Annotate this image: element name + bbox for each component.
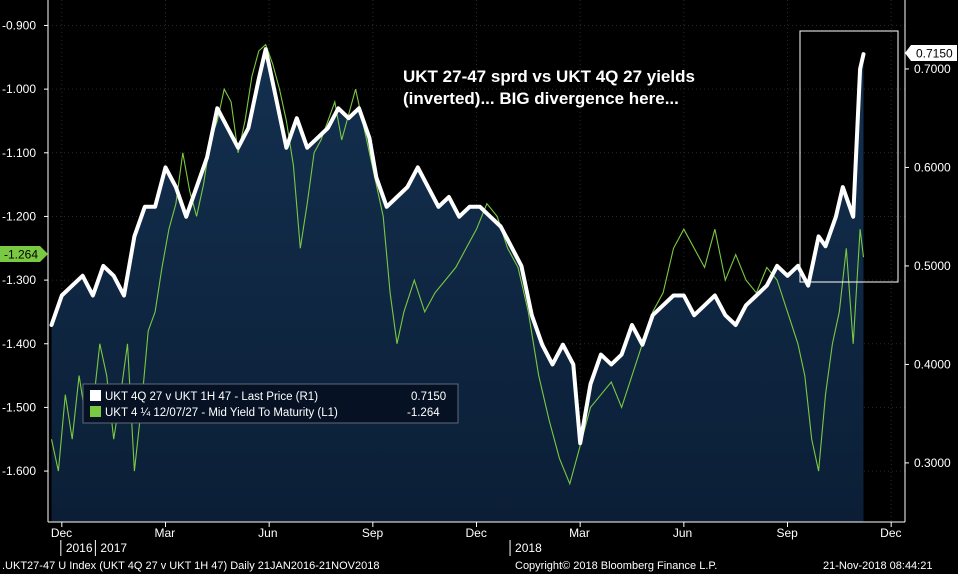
left-tick-label: -1.600: [2, 464, 36, 478]
right-tick-label: 0.4000: [914, 357, 951, 371]
right-tick-label: 0.5000: [914, 259, 951, 273]
right-axis-ticks: 0.7000 0.6000 0.5000 0.4000 0.3000: [905, 62, 951, 470]
annotation-line-2: (inverted)... BIG divergence here...: [403, 89, 679, 108]
divergence-highlight-box: [799, 30, 899, 283]
x-year-label: 2016: [66, 541, 93, 555]
left-last-value-label: -1.264: [4, 248, 38, 262]
legend-value-green: -1.264: [407, 407, 440, 419]
right-last-value-tag: 0.7150: [905, 45, 957, 61]
annotation-line-1: UKT 27-47 sprd vs UKT 4Q 27 yields: [403, 67, 695, 86]
right-tick-label: 0.7000: [914, 62, 951, 76]
legend: UKT 4Q 27 v UKT 1H 47 - Last Price (R1) …: [82, 383, 459, 424]
footer-security-info: .UKT27-47 U Index (UKT 4Q 27 v UKT 1H 47…: [2, 560, 379, 572]
x-month-label: Jun: [673, 526, 692, 540]
left-tick-label: -1.100: [2, 146, 36, 160]
x-month-label: Jun: [258, 526, 277, 540]
left-tick-label: -1.500: [2, 400, 36, 414]
left-tick-label: -1.400: [2, 337, 36, 351]
x-month-label: Mar: [569, 526, 590, 540]
left-last-value-tag: -1.264: [0, 246, 48, 262]
series-line-uk-4-27-yield: [50, 43, 865, 486]
right-last-value-label: 0.7150: [916, 47, 953, 61]
left-tick-label: -1.000: [2, 82, 36, 96]
legend-label-green: UKT 4 ¼ 12/07/27 - Mid Yield To Maturity…: [105, 407, 338, 419]
legend-swatch-white: [90, 390, 101, 401]
footer-copyright: Copyright© 2018 Bloomberg Finance L.P.: [515, 560, 717, 572]
x-year-label: 2017: [100, 541, 127, 555]
right-tick-label: 0.3000: [914, 456, 951, 470]
x-month-label: Mar: [154, 526, 175, 540]
x-month-label: Sep: [362, 526, 384, 540]
series-line-ukt-27-47-spread: [49, 47, 866, 446]
legend-label-white: UKT 4Q 27 v UKT 1H 47 - Last Price (R1): [105, 391, 318, 403]
right-tick-label: 0.6000: [914, 160, 951, 174]
footer-timestamp: 21-Nov-2018 08:44:21: [823, 560, 932, 572]
x-year-label: 2018: [515, 541, 542, 555]
left-tick-label: -1.300: [2, 273, 36, 287]
x-month-label: Sep: [777, 526, 799, 540]
left-axis-ticks: -0.900 -1.000 -1.100 -1.200 -1.300 -1.400 -1.5…: [2, 18, 48, 478]
x-month-label: Dec: [51, 526, 72, 540]
legend-swatch-green: [90, 406, 101, 417]
left-tick-label: -0.900: [2, 18, 36, 32]
area-fill: [51, 49, 864, 522]
x-month-label: Dec: [880, 526, 901, 540]
legend-value-white: 0.7150: [411, 391, 446, 403]
x-month-label: Dec: [466, 526, 487, 540]
left-tick-label: -1.200: [2, 209, 36, 223]
